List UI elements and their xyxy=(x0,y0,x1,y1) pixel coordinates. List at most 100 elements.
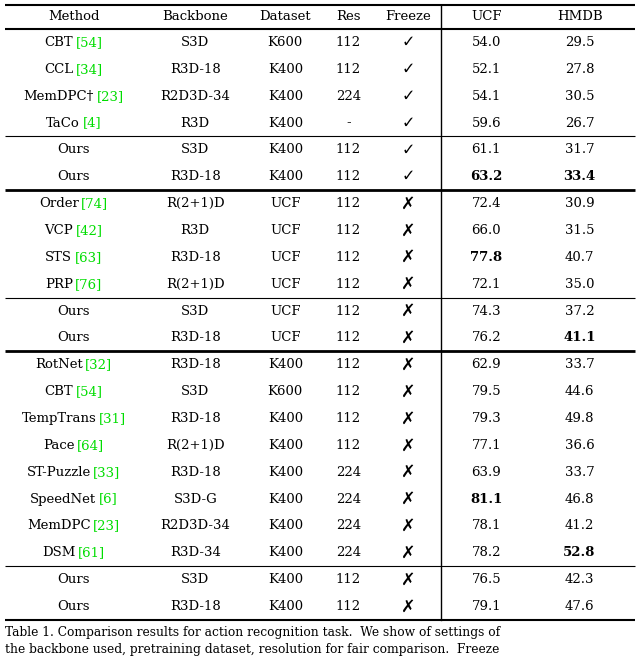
Text: ✗: ✗ xyxy=(401,517,415,535)
Text: ✓: ✓ xyxy=(401,88,415,104)
Text: TempTrans: TempTrans xyxy=(22,412,96,425)
Text: [64]: [64] xyxy=(77,439,104,452)
Text: 59.6: 59.6 xyxy=(472,117,501,129)
Text: 41.1: 41.1 xyxy=(563,332,596,344)
Text: 112: 112 xyxy=(336,36,361,49)
Text: R3D-34: R3D-34 xyxy=(170,546,221,559)
Text: 224: 224 xyxy=(336,90,361,103)
Text: MemDPC†: MemDPC† xyxy=(24,90,94,103)
Text: Dataset: Dataset xyxy=(260,11,311,23)
Text: R3D-18: R3D-18 xyxy=(170,600,221,613)
Text: HMDB: HMDB xyxy=(557,11,602,23)
Text: [61]: [61] xyxy=(78,546,105,559)
Text: S3D-G: S3D-G xyxy=(173,492,217,506)
Text: 112: 112 xyxy=(336,197,361,210)
Text: S3D: S3D xyxy=(181,36,209,49)
Text: TaCo: TaCo xyxy=(46,117,80,129)
Text: STS: STS xyxy=(45,251,72,264)
Text: ✓: ✓ xyxy=(401,115,415,131)
Text: ✗: ✗ xyxy=(401,222,415,239)
Text: 224: 224 xyxy=(336,546,361,559)
Text: Ours: Ours xyxy=(58,332,90,344)
Text: 27.8: 27.8 xyxy=(565,63,595,76)
Text: 46.8: 46.8 xyxy=(565,492,595,506)
Text: 112: 112 xyxy=(336,574,361,586)
Text: Backbone: Backbone xyxy=(163,11,228,23)
Text: 112: 112 xyxy=(336,305,361,318)
Text: [32]: [32] xyxy=(85,358,112,371)
Text: 62.9: 62.9 xyxy=(472,358,501,371)
Text: 112: 112 xyxy=(336,385,361,398)
Text: 61.1: 61.1 xyxy=(472,143,501,156)
Text: 54.1: 54.1 xyxy=(472,90,501,103)
Text: S3D: S3D xyxy=(181,385,209,398)
Text: 33.7: 33.7 xyxy=(564,358,595,371)
Text: ✗: ✗ xyxy=(401,463,415,481)
Text: UCF: UCF xyxy=(270,251,301,264)
Text: K400: K400 xyxy=(268,574,303,586)
Text: 54.0: 54.0 xyxy=(472,36,501,49)
Text: 112: 112 xyxy=(336,332,361,344)
Text: 49.8: 49.8 xyxy=(565,412,595,425)
Text: ✗: ✗ xyxy=(401,383,415,401)
Text: ✗: ✗ xyxy=(401,329,415,347)
Text: K400: K400 xyxy=(268,90,303,103)
Text: Res: Res xyxy=(336,11,360,23)
Text: 79.3: 79.3 xyxy=(472,412,501,425)
Text: 63.2: 63.2 xyxy=(470,170,502,184)
Text: PRP: PRP xyxy=(45,277,73,291)
Text: 112: 112 xyxy=(336,251,361,264)
Text: K400: K400 xyxy=(268,546,303,559)
Text: 78.2: 78.2 xyxy=(472,546,501,559)
Text: UCF: UCF xyxy=(270,277,301,291)
Text: Ours: Ours xyxy=(58,143,90,156)
Text: 33.4: 33.4 xyxy=(563,170,596,184)
Text: ✗: ✗ xyxy=(401,194,415,212)
Text: Method: Method xyxy=(48,11,99,23)
Text: 41.2: 41.2 xyxy=(565,519,595,533)
Text: [63]: [63] xyxy=(75,251,102,264)
Text: ✗: ✗ xyxy=(401,598,415,616)
Text: 30.5: 30.5 xyxy=(565,90,595,103)
Text: ✗: ✗ xyxy=(401,302,415,320)
Text: 37.2: 37.2 xyxy=(564,305,595,318)
Text: 30.9: 30.9 xyxy=(564,197,595,210)
Text: R3D-18: R3D-18 xyxy=(170,466,221,479)
Text: 81.1: 81.1 xyxy=(470,492,502,506)
Text: 112: 112 xyxy=(336,412,361,425)
Text: R3D: R3D xyxy=(180,117,210,129)
Text: K400: K400 xyxy=(268,143,303,156)
Text: K400: K400 xyxy=(268,519,303,533)
Text: R3D-18: R3D-18 xyxy=(170,251,221,264)
Text: 31.7: 31.7 xyxy=(564,143,595,156)
Text: 112: 112 xyxy=(336,143,361,156)
Text: VCP: VCP xyxy=(45,224,74,237)
Text: 224: 224 xyxy=(336,466,361,479)
Text: 66.0: 66.0 xyxy=(472,224,501,237)
Text: ST-Puzzle: ST-Puzzle xyxy=(27,466,91,479)
Text: Freeze: Freeze xyxy=(385,11,431,23)
Text: S3D: S3D xyxy=(181,143,209,156)
Text: 26.7: 26.7 xyxy=(564,117,595,129)
Text: K400: K400 xyxy=(268,358,303,371)
Text: SpeedNet: SpeedNet xyxy=(30,492,96,506)
Text: ✓: ✓ xyxy=(401,143,415,157)
Text: K400: K400 xyxy=(268,170,303,184)
Text: [54]: [54] xyxy=(76,36,102,49)
Text: [23]: [23] xyxy=(97,90,124,103)
Text: -: - xyxy=(346,117,351,129)
Text: 72.4: 72.4 xyxy=(472,197,501,210)
Text: K400: K400 xyxy=(268,492,303,506)
Text: 52.1: 52.1 xyxy=(472,63,501,76)
Text: K400: K400 xyxy=(268,439,303,452)
Text: 78.1: 78.1 xyxy=(472,519,501,533)
Text: 224: 224 xyxy=(336,492,361,506)
Text: 79.5: 79.5 xyxy=(472,385,501,398)
Text: CBT: CBT xyxy=(45,385,74,398)
Text: K600: K600 xyxy=(268,36,303,49)
Text: R(2+1)D: R(2+1)D xyxy=(166,439,225,452)
Text: ✓: ✓ xyxy=(401,62,415,77)
Text: 76.2: 76.2 xyxy=(472,332,501,344)
Text: CCL: CCL xyxy=(44,63,74,76)
Text: RotNet: RotNet xyxy=(35,358,83,371)
